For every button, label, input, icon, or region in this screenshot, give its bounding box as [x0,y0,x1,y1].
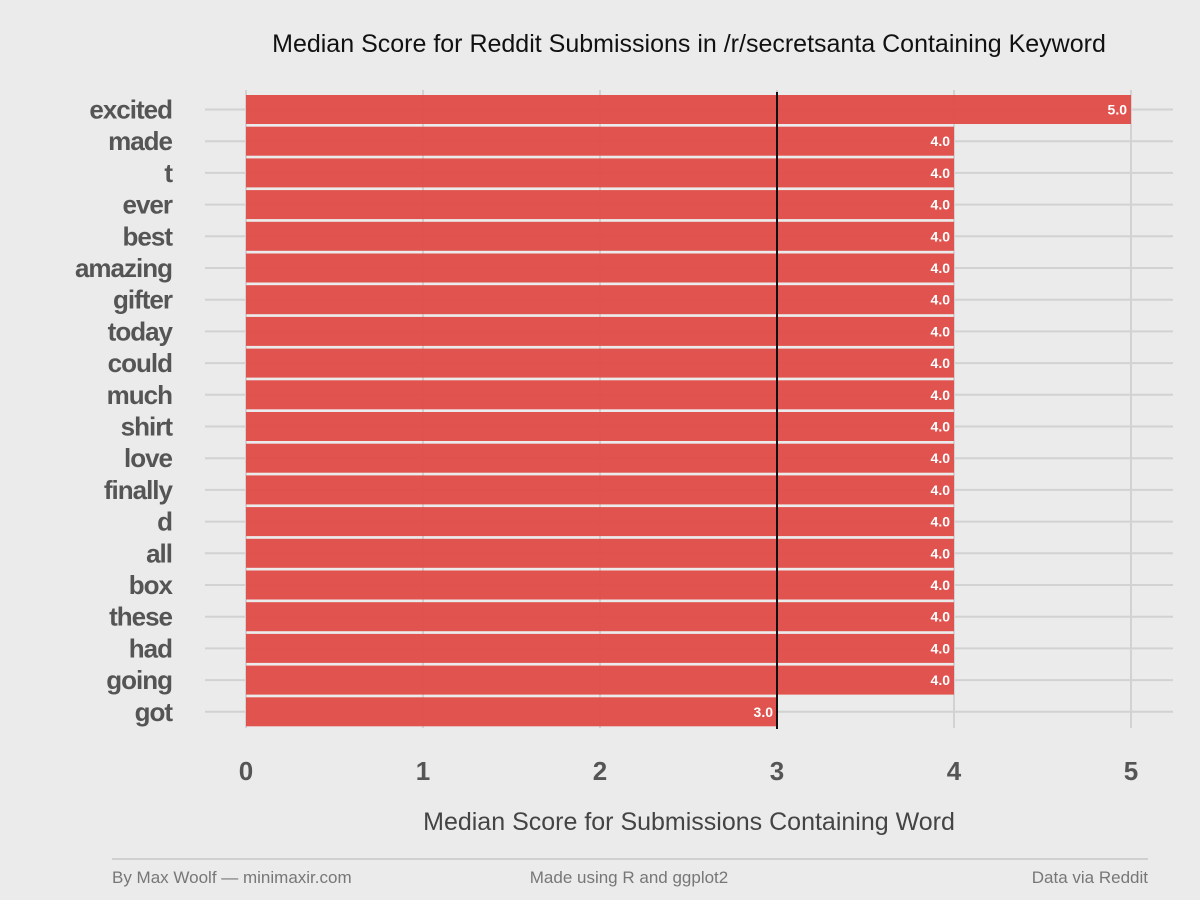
category-label: best [123,221,174,251]
bar-value-label: 4.0 [931,387,951,403]
footer-credit: By Max Woolf — minimaxir.com [112,868,352,887]
category-label: today [108,316,174,346]
bar [246,538,954,568]
bar [246,126,954,156]
bar [246,158,954,188]
bar [246,443,954,473]
footer-source: Data via Reddit [1032,868,1149,887]
x-axis-label: Median Score for Submissions Containing … [423,808,955,836]
bar [246,95,1131,124]
bar-value-label: 4.0 [931,323,951,339]
x-tick-label: 4 [947,756,962,786]
bar [246,570,954,600]
category-label: could [108,348,172,378]
x-tick-label: 2 [593,756,607,786]
bar [246,602,954,632]
category-label: excited [89,95,172,125]
category-label: gifter [113,285,173,315]
category-label: all [146,538,172,568]
category-label: got [135,697,174,727]
bar-value-label: 4.0 [931,514,951,530]
bar-value-label: 4.0 [931,292,951,308]
bar-value-label: 4.0 [931,165,951,181]
category-label: going [106,665,172,695]
category-label: finally [104,475,174,505]
category-labels: excitedmadeteverbestamazinggiftertodayco… [75,95,175,727]
category-label: love [124,443,173,473]
bar [246,221,954,251]
bar [246,348,954,378]
category-label: these [109,602,172,632]
bar [246,507,954,537]
bar [246,697,777,727]
bar-value-label: 4.0 [931,640,951,656]
category-label: much [107,380,172,410]
bar-value-label: 4.0 [931,197,951,213]
category-label: made [108,126,172,156]
bar [246,412,954,441]
bar-value-label: 4.0 [931,260,951,276]
footer-tools: Made using R and ggplot2 [530,868,728,887]
x-tick-labels: 0 1 2 3 4 5 [239,756,1138,786]
x-tick-label: 5 [1124,756,1138,786]
bar-value-label: 4.0 [931,672,951,688]
category-label: ever [123,190,173,220]
category-label: amazing [75,253,172,283]
bar [246,190,954,220]
bar [246,253,954,283]
bar-value-label: 4.0 [931,450,951,466]
category-label: shirt [121,412,174,442]
chart-title: Median Score for Reddit Submissions in /… [272,30,1106,58]
bar [246,633,954,663]
bar [246,475,954,505]
bar-value-label: 4.0 [931,482,951,498]
bar-value-label: 4.0 [931,419,951,435]
x-tick-label: 3 [770,756,784,786]
bar-value-label: 3.0 [754,704,774,720]
x-tick-label: 1 [416,756,430,786]
bar-value-label: 4.0 [931,577,951,593]
bar [246,316,954,346]
category-label: d [157,507,172,537]
bar-value-label: 4.0 [931,133,951,149]
bar-value-label: 4.0 [931,545,951,561]
bar [246,665,954,695]
category-label: t [164,158,173,188]
bar [246,380,954,410]
x-tick-label: 0 [239,756,253,786]
bar [246,285,954,315]
bar-value-label: 4.0 [931,228,951,244]
category-label: had [129,633,172,663]
bar-value-label: 5.0 [1108,102,1128,118]
category-label: box [129,570,174,600]
bars [246,95,1131,727]
bar-value-label: 4.0 [931,609,951,625]
bar-value-labels: 5.0 4.0 4.0 4.0 4.0 4.0 4.0 4.0 4.0 4.0 4.0 4.0 4.0 4… [754,102,1128,720]
bar-value-label: 4.0 [931,355,951,371]
